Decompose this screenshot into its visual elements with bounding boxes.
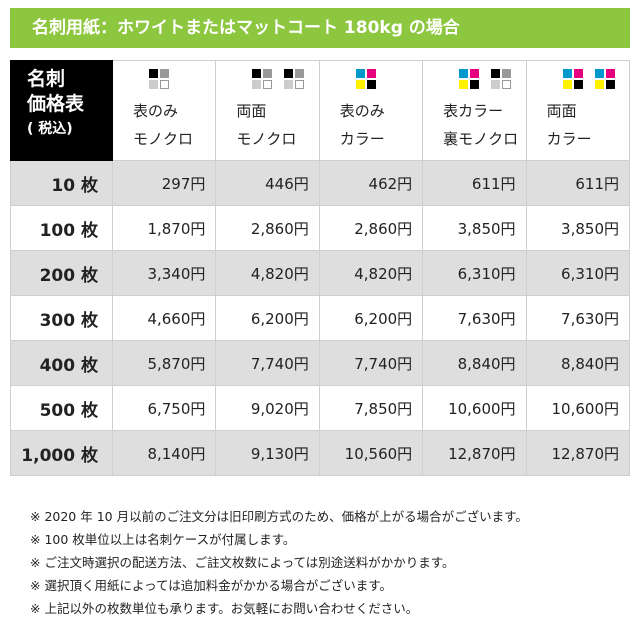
- price-cell: 8,840円: [525, 340, 631, 386]
- column-label: 表カラー: [443, 102, 504, 120]
- price-cell: 7,740円: [318, 340, 424, 386]
- print-type-icons: [547, 69, 629, 91]
- quantity-label: 100 枚: [10, 205, 113, 251]
- column-label: モノクロ: [236, 130, 297, 148]
- column-label: 表のみ: [339, 102, 385, 120]
- price-cell: 9,020円: [215, 385, 320, 431]
- table-row: 300 枚 4,660円 6,200円 6,200円 7,630円 7,630円: [10, 295, 631, 341]
- note-item: ※ ご注文時選択の配送方法、ご註文枚数によっては別途送料がかかります。: [30, 555, 455, 570]
- color-ink-icon: [562, 69, 583, 91]
- quantity-label: 10 枚: [10, 160, 113, 206]
- price-cell: 6,310円: [525, 250, 631, 296]
- corner-line: 価格表: [27, 93, 85, 115]
- column-label: 両面: [236, 102, 267, 120]
- column-label: モノクロ: [133, 130, 194, 148]
- corner-line: 名刺: [27, 68, 66, 90]
- column-label: 両面: [546, 102, 577, 120]
- quantity-label: 200 枚: [10, 250, 113, 296]
- price-cell: 8,840円: [422, 340, 527, 386]
- color-ink-icon: [594, 69, 615, 91]
- price-cell: 12,870円: [525, 430, 631, 476]
- price-cell: 10,600円: [525, 385, 631, 431]
- price-cell: 10,600円: [422, 385, 527, 431]
- corner-line: ( 税込): [27, 121, 73, 137]
- table-row: 100 枚 1,870円 2,860円 2,860円 3,850円 3,850円: [10, 205, 631, 251]
- column-label: 表のみ: [133, 102, 179, 120]
- section-title: 名刺用紙：ホワイトまたはマットコート 180kg の場合: [10, 8, 630, 48]
- price-table: 名刺 価格表 ( 税込) 表のみ モノクロ 両面 モノクロ 表のみ カラー 表カラー 裏モノク…: [10, 60, 631, 476]
- price-cell: 297円: [111, 160, 217, 206]
- price-cell: 7,630円: [525, 295, 631, 341]
- price-cell: 9,130円: [215, 430, 320, 476]
- color-ink-icon: [355, 69, 376, 91]
- price-cell: 446円: [215, 160, 320, 206]
- table-corner-label: 名刺 価格表 ( 税込): [10, 60, 113, 161]
- quantity-label: 300 枚: [10, 295, 113, 341]
- price-cell: 611円: [525, 160, 631, 206]
- column-header: 表のみ モノクロ: [111, 60, 217, 161]
- price-cell: 3,340円: [111, 250, 217, 296]
- price-cell: 12,870円: [422, 430, 527, 476]
- price-cell: 1,870円: [111, 205, 217, 251]
- column-label: カラー: [546, 130, 592, 148]
- table-row: 500 枚 6,750円 9,020円 7,850円 10,600円 10,600円: [10, 385, 631, 431]
- column-header: 両面 モノクロ: [215, 60, 320, 161]
- price-cell: 5,870円: [111, 340, 217, 386]
- price-cell: 4,820円: [215, 250, 320, 296]
- mono-ink-icon: [149, 69, 169, 91]
- mono-ink-icon: [284, 69, 305, 91]
- table-row: 1,000 枚 8,140円 9,130円 10,560円 12,870円 12,870円: [10, 430, 631, 476]
- column-header: 表カラー 裏モノクロ: [422, 60, 527, 161]
- print-type-icons: [133, 69, 215, 91]
- quantity-label: 1,000 枚: [10, 430, 113, 476]
- note-item: ※ 選択頂く用紙によっては追加料金がかかる場合がございます。: [30, 578, 392, 593]
- note-item: ※ 2020 年 10 月以前のご注文分は旧印刷方式のため、価格が上がる場合がご…: [30, 509, 528, 524]
- price-cell: 2,860円: [318, 205, 424, 251]
- price-cell: 7,630円: [422, 295, 527, 341]
- price-cell: 4,660円: [111, 295, 217, 341]
- print-type-icons: [236, 69, 318, 91]
- price-cell: 6,750円: [111, 385, 217, 431]
- note-item: ※ 100 枚単位以上は名刺ケースが付属します。: [30, 532, 296, 547]
- table-row: 200 枚 3,340円 4,820円 4,820円 6,310円 6,310円: [10, 250, 631, 296]
- price-cell: 462円: [318, 160, 424, 206]
- price-cell: 8,140円: [111, 430, 217, 476]
- note-item: ※ 上記以外の枚数単位も承ります。お気軽にお問い合わせください。: [30, 601, 419, 616]
- print-type-icons: [340, 69, 422, 91]
- column-label: カラー: [339, 130, 385, 148]
- price-cell: 10,560円: [318, 430, 424, 476]
- price-cell: 6,200円: [318, 295, 424, 341]
- price-cell: 3,850円: [422, 205, 527, 251]
- notes: ※ 2020 年 10 月以前のご注文分は旧印刷方式のため、価格が上がる場合がご…: [30, 505, 528, 620]
- print-type-icons: [443, 69, 525, 91]
- mono-ink-icon: [491, 69, 512, 91]
- column-label: 裏モノクロ: [443, 130, 519, 148]
- table-row: 400 枚 5,870円 7,740円 7,740円 8,840円 8,840円: [10, 340, 631, 386]
- column-header: 表のみ カラー: [318, 60, 424, 161]
- price-cell: 7,850円: [318, 385, 424, 431]
- color-ink-icon: [459, 69, 480, 91]
- price-cell: 3,850円: [525, 205, 631, 251]
- column-header: 両面 カラー: [525, 60, 631, 161]
- price-cell: 4,820円: [318, 250, 424, 296]
- price-cell: 611円: [422, 160, 527, 206]
- price-cell: 2,860円: [215, 205, 320, 251]
- price-cell: 7,740円: [215, 340, 320, 386]
- quantity-label: 400 枚: [10, 340, 113, 386]
- mono-ink-icon: [252, 69, 273, 91]
- price-cell: 6,310円: [422, 250, 527, 296]
- table-row: 10 枚 297円 446円 462円 611円 611円: [10, 160, 631, 206]
- price-cell: 6,200円: [215, 295, 320, 341]
- quantity-label: 500 枚: [10, 385, 113, 431]
